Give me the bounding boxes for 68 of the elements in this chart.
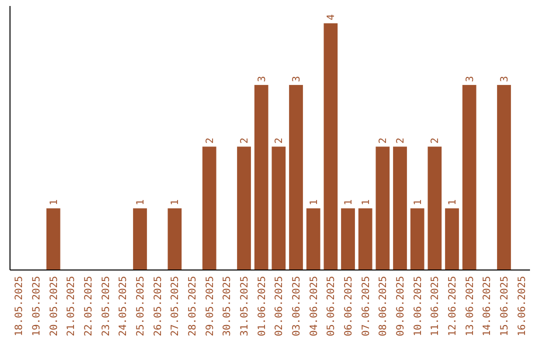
x-tick-label: 28.05.2025 — [188, 276, 198, 336]
bar — [237, 146, 251, 270]
data-label: 1 — [344, 199, 354, 206]
bar — [428, 146, 442, 270]
data-label: 3 — [464, 76, 476, 82]
x-tick-label: 09.06.2025 — [396, 276, 406, 336]
bar — [289, 84, 303, 270]
bar — [341, 208, 355, 270]
x-tick-label: 21.05.2025 — [66, 276, 78, 336]
x-tick-label: 05.06.2025 — [326, 276, 338, 336]
bar — [324, 23, 338, 270]
x-tick-label: 03.06.2025 — [292, 276, 302, 336]
x-tick-label: 07.06.2025 — [360, 276, 372, 336]
data-label: 1 — [136, 199, 146, 206]
x-tick-label: 27.05.2025 — [170, 276, 182, 336]
x-tick-label: 25.05.2025 — [136, 276, 146, 336]
bar — [306, 208, 320, 270]
x-tick-label: 31.05.2025 — [240, 276, 250, 336]
data-label: 3 — [500, 76, 510, 82]
bar — [272, 146, 286, 270]
data-label: 2 — [240, 138, 250, 144]
x-tick-label: 29.05.2025 — [204, 276, 216, 336]
x-tick-label: 24.05.2025 — [118, 276, 130, 336]
x-tick-label: 11.06.2025 — [430, 276, 442, 336]
bar — [376, 146, 390, 270]
x-tick-label: 10.06.2025 — [412, 276, 424, 336]
bar — [410, 208, 424, 270]
x-tick-label: 18.05.2025 — [14, 276, 26, 336]
x-tick-label: 19.05.2025 — [32, 276, 42, 336]
bar — [445, 208, 459, 270]
bar — [46, 208, 60, 270]
x-tick-label: 14.06.2025 — [482, 276, 494, 336]
bar — [393, 146, 407, 270]
x-tick-label: 12.06.2025 — [448, 276, 458, 336]
data-label: 1 — [308, 199, 320, 206]
data-label: 4 — [326, 14, 338, 20]
data-label: 2 — [396, 138, 406, 144]
bar — [497, 84, 511, 270]
x-tick-label: 04.06.2025 — [308, 276, 320, 336]
bar — [462, 84, 476, 270]
x-tick-label: 26.05.2025 — [152, 276, 164, 336]
data-label: 2 — [378, 138, 390, 144]
x-tick-label: 06.06.2025 — [344, 276, 354, 336]
x-tick-label: 13.06.2025 — [464, 276, 476, 336]
bar — [168, 208, 182, 270]
x-tick-label: 01.06.2025 — [256, 276, 268, 336]
data-label: 2 — [204, 138, 216, 144]
x-tick-label: 30.05.2025 — [222, 276, 234, 336]
bar — [202, 146, 216, 270]
data-label: 2 — [274, 138, 286, 144]
x-tick-label: 08.06.2025 — [378, 276, 390, 336]
x-tick-label: 23.05.2025 — [100, 276, 112, 336]
data-label: 1 — [170, 199, 182, 206]
x-tick-label: 22.05.2025 — [84, 276, 94, 336]
x-tick-label: 16.06.2025 — [516, 276, 528, 336]
data-label: 3 — [292, 76, 302, 82]
bar — [133, 208, 147, 270]
data-label: 1 — [360, 199, 372, 206]
bar — [254, 84, 268, 270]
x-tick-label: 02.06.2025 — [274, 276, 286, 336]
data-label: 2 — [430, 138, 442, 144]
data-label: 1 — [412, 199, 424, 206]
x-tick-label: 20.05.2025 — [48, 276, 60, 336]
x-tick-label: 15.06.2025 — [500, 276, 510, 336]
data-label: 1 — [448, 199, 458, 206]
bar — [358, 208, 372, 270]
data-label: 1 — [48, 199, 60, 206]
data-label: 3 — [256, 76, 268, 82]
